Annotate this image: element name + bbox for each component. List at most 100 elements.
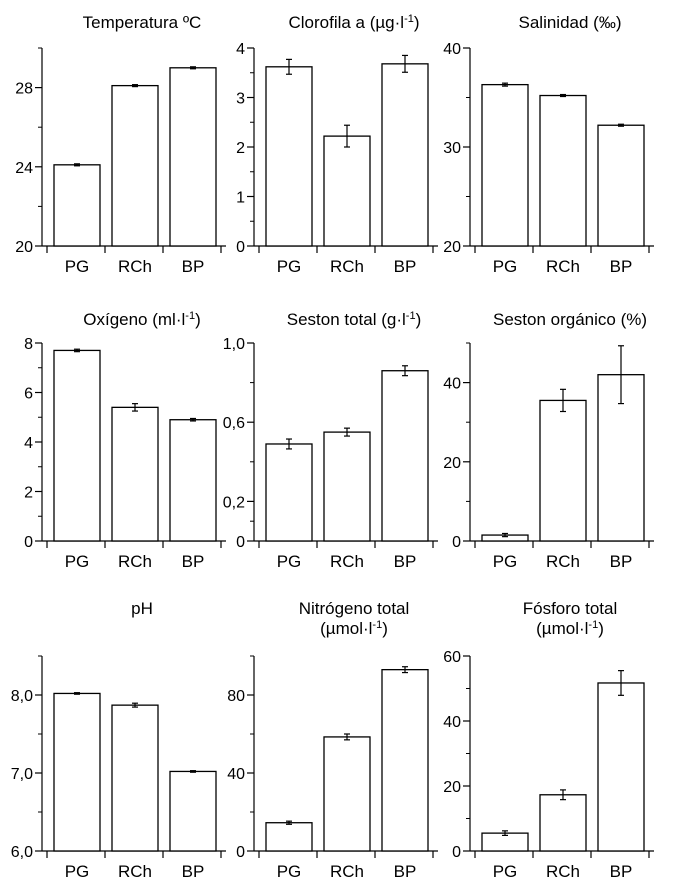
chart-panel-1: Temperatura ºC 20 24 28 PG RCh BP — [15, 13, 226, 276]
y-tick-label: 4 — [236, 41, 245, 58]
chart-subtitle: (µmol·l-1) — [320, 619, 388, 638]
chart-title: Seston total (g·l-1) — [287, 310, 422, 329]
x-category-label: PG — [277, 257, 302, 276]
bar — [265, 66, 313, 247]
y-tick-label: 20 — [443, 239, 461, 256]
y-tick-label: 0,6 — [223, 415, 245, 432]
bar — [265, 443, 313, 542]
chart-title: Nitrógeno total — [299, 599, 410, 618]
chart-title: Fósforo total — [523, 599, 618, 618]
chart-title: pH — [131, 599, 153, 618]
y-tick-label: 20 — [15, 239, 33, 256]
y-tick-label: 0 — [236, 844, 245, 861]
bar — [597, 124, 645, 247]
x-category-label: BP — [394, 552, 417, 571]
chart-panel-4: Oxígeno (ml·l-1) 0 2 4 6 8 PG RCh BP — [24, 310, 226, 571]
y-tick-label: 0 — [236, 534, 245, 551]
y-tick-label: 6 — [24, 386, 33, 403]
x-category-label: BP — [182, 552, 205, 571]
x-category-label: RCh — [546, 257, 580, 276]
y-tick-label: 2 — [24, 485, 33, 502]
bar — [381, 370, 429, 542]
bar — [597, 682, 645, 852]
chart-panel-2: Clorofila a (µg·l-1) 0 1 2 3 4 PG RCh BP — [236, 13, 438, 276]
y-tick-label: 4 — [24, 435, 33, 452]
chart-subtitle: (µmol·l-1) — [536, 619, 604, 638]
y-tick-label: 40 — [227, 766, 245, 783]
chart-title: Seston orgánico (%) — [493, 310, 647, 329]
y-tick-label: 0 — [452, 534, 461, 551]
x-category-label: BP — [182, 257, 205, 276]
bar — [323, 736, 371, 852]
y-tick-label: 0 — [24, 534, 33, 551]
x-category-label: PG — [277, 862, 302, 880]
bar — [53, 692, 101, 852]
chart-panel-8: Nitrógeno total(µmol·l-1) 0 40 80 PG RCh BP — [227, 599, 438, 880]
y-tick-label: 30 — [443, 140, 461, 157]
bar — [169, 67, 217, 247]
x-category-label: RCh — [330, 862, 364, 880]
x-category-label: BP — [610, 552, 633, 571]
bar — [53, 349, 101, 542]
x-category-label: PG — [65, 552, 90, 571]
x-category-label: BP — [610, 257, 633, 276]
y-tick-label: 40 — [443, 41, 461, 58]
bar — [381, 63, 429, 247]
x-category-label: PG — [493, 552, 518, 571]
x-category-label: BP — [394, 257, 417, 276]
chart-panel-5: Seston total (g·l-1) 0 0,2 0,6 1,0 PG RCh BP — [223, 310, 438, 571]
x-category-label: BP — [182, 862, 205, 880]
x-category-label: RCh — [330, 552, 364, 571]
x-category-label: RCh — [118, 257, 152, 276]
x-category-label: RCh — [118, 862, 152, 880]
y-tick-label: 1,0 — [223, 336, 245, 353]
y-tick-label: 28 — [15, 81, 33, 98]
x-category-label: BP — [394, 862, 417, 880]
bar — [539, 794, 587, 852]
y-tick-label: 20 — [443, 455, 461, 472]
x-category-label: PG — [493, 862, 518, 880]
x-category-label: RCh — [330, 257, 364, 276]
y-tick-label: 8 — [24, 336, 33, 353]
bar — [265, 822, 313, 852]
chart-title: Oxígeno (ml·l-1) — [83, 310, 200, 329]
y-tick-label: 0 — [236, 239, 245, 256]
y-tick-label: 1 — [236, 190, 245, 207]
chart-panel-6: Seston orgánico (%) 0 20 40 PG RCh BP — [443, 310, 654, 571]
chart-title: Clorofila a (µg·l-1) — [288, 13, 419, 32]
y-tick-label: 0,2 — [223, 494, 245, 511]
y-tick-label: 7,0 — [11, 766, 33, 783]
bar — [111, 704, 159, 852]
x-category-label: RCh — [118, 552, 152, 571]
y-tick-label: 40 — [443, 714, 461, 731]
x-category-label: PG — [65, 862, 90, 880]
bar — [323, 431, 371, 542]
bar — [53, 164, 101, 247]
y-tick-label: 2 — [236, 140, 245, 157]
chart-title: Temperatura ºC — [83, 13, 202, 32]
x-category-label: PG — [277, 552, 302, 571]
bar — [323, 135, 371, 247]
x-category-label: RCh — [546, 862, 580, 880]
y-tick-label: 20 — [443, 779, 461, 796]
y-tick-label: 0 — [452, 844, 461, 861]
bar — [169, 419, 217, 542]
bar — [539, 94, 587, 247]
x-category-label: PG — [493, 257, 518, 276]
bar — [381, 669, 429, 852]
y-tick-label: 60 — [443, 649, 461, 666]
y-tick-label: 24 — [15, 160, 33, 177]
bar — [169, 770, 217, 852]
y-tick-label: 40 — [443, 376, 461, 393]
x-category-label: PG — [65, 257, 90, 276]
x-category-label: BP — [610, 862, 633, 880]
chart-panel-7: pH 6,0 7,0 8,0 PG RCh BP — [11, 599, 226, 880]
x-category-label: RCh — [546, 552, 580, 571]
y-tick-label: 3 — [236, 91, 245, 108]
bar — [111, 406, 159, 542]
chart-title: Salinidad (‰) — [519, 13, 622, 32]
chart-panel-3: Salinidad (‰) 20 30 40 PG RCh BP — [443, 13, 654, 276]
bar — [539, 399, 587, 542]
y-tick-label: 80 — [227, 688, 245, 705]
